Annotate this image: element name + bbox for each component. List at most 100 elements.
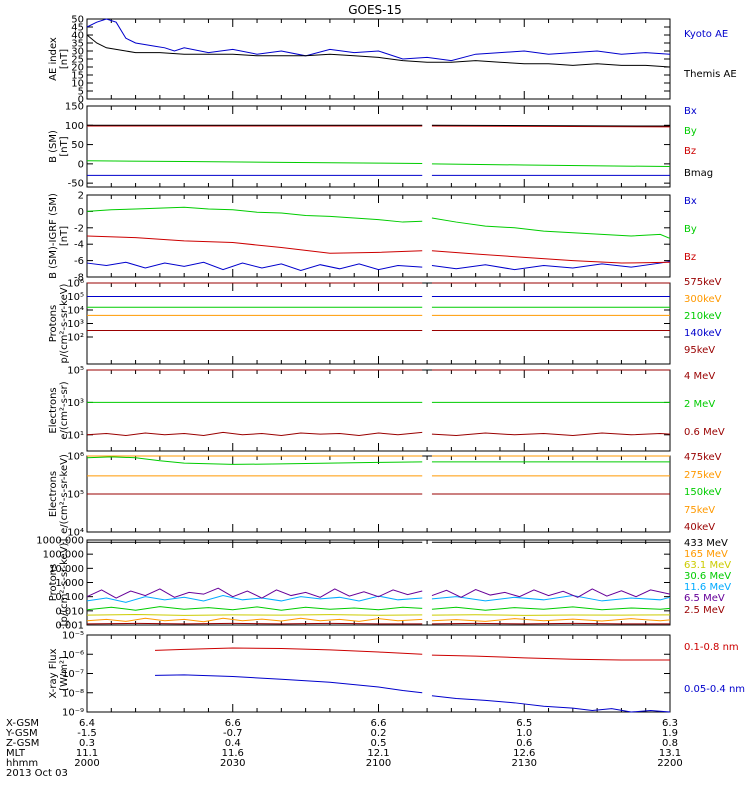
legend-30-6-mev: 30.6 MeV xyxy=(684,571,731,582)
footer-value: 11.1 xyxy=(76,748,98,759)
footer-value: 13.1 xyxy=(659,748,681,759)
legend-2-mev: 2 MeV xyxy=(684,399,715,410)
legend-0-6-mev: 0.6 MeV xyxy=(684,427,725,438)
footer-value: 0.4 xyxy=(225,738,241,749)
y-tick-label: 10² xyxy=(67,333,84,344)
legend-275kev: 275keV xyxy=(684,470,722,481)
panel-frame xyxy=(86,18,671,100)
legend-95kev: 95keV xyxy=(684,345,715,356)
legend-575kev: 575keV xyxy=(684,277,722,288)
legend-4-mev: 4 MeV xyxy=(684,371,715,382)
panel-frame xyxy=(86,634,671,713)
series-line-bz xyxy=(431,125,671,128)
legend-210kev: 210keV xyxy=(684,311,722,322)
footer-value: 6.3 xyxy=(662,718,678,729)
series-line-by xyxy=(431,217,671,239)
footer-row-label: hhmm xyxy=(6,758,38,769)
legend-75kev: 75keV xyxy=(684,505,715,516)
y-tick-label: 100 xyxy=(65,121,84,132)
panel-b_sm_igrf: -8 -6 -4 -2 0 2 B (SM)-IGRF (SM)[nT] Bx By Bz xyxy=(48,191,697,284)
y-tick-label: 45 xyxy=(71,23,84,34)
footer-value: 2000 xyxy=(74,758,99,769)
y-tick-label: 0 xyxy=(78,207,84,218)
series-line-bmag xyxy=(431,124,671,127)
panel-b_sm: -50 0 50 100 150 B (SM)[nT] Bx By Bz Bmag xyxy=(48,102,713,190)
footer-row-label: 2013 Oct 03 xyxy=(6,768,68,779)
y-tick-label: 10⁵ xyxy=(67,366,84,377)
series-line-0-6-mev xyxy=(431,432,671,437)
footer-value: -1.5 xyxy=(77,728,97,739)
y-tick-label: 10⁻⁹ xyxy=(62,708,84,719)
y-tick-label: 10⁶ xyxy=(67,452,84,463)
panel-electrons_high: 10¹ 10³ 10⁵ Electronse/(cm²-s-sr) 4 MeV 2 MeV… xyxy=(48,366,725,452)
y-tick-label: 1.000 xyxy=(55,578,84,589)
footer-value: 6.5 xyxy=(516,718,532,729)
series-line-63-1-mev xyxy=(86,614,423,616)
series-line-6-5-mev xyxy=(431,588,671,598)
footer-value: 12.6 xyxy=(513,748,535,759)
footer-value: 0.2 xyxy=(371,728,387,739)
y-tick-label: 10 xyxy=(71,79,84,90)
panel-xray: 10⁻⁹ 10⁻⁸ 10⁻⁷ 10⁻⁶ 10⁻⁵ X-ray Flux[W/m²] 0.1-… xyxy=(48,631,745,719)
y-axis-label: B (SM)[nT] xyxy=(48,130,70,163)
legend-bz: Bz xyxy=(684,146,696,157)
y-tick-label: 0.100 xyxy=(55,592,84,603)
series-line-by xyxy=(86,160,423,164)
series-line-0-05-0-4-nm xyxy=(155,674,423,694)
y-tick-label: 10⁴ xyxy=(67,528,84,539)
footer-value: 0.6 xyxy=(516,738,532,749)
legend-150kev: 150keV xyxy=(684,487,722,498)
y-tick-label: 5 xyxy=(78,87,84,98)
legend-0-1-0-8-nm: 0.1-0.8 nm xyxy=(684,642,739,653)
legend-bx: Bx xyxy=(684,196,697,207)
y-tick-label: 10⁻⁷ xyxy=(62,669,84,680)
y-axis-label: Protonsp/(cm²-s-sr-keV) xyxy=(48,283,70,363)
y-tick-label: 10.000 xyxy=(49,564,84,575)
series-line-bz xyxy=(431,250,671,264)
panel-frame xyxy=(86,369,671,452)
panel-frame xyxy=(86,105,671,188)
footer-row-label: Z-GSM xyxy=(6,738,39,749)
y-tick-label: 50 xyxy=(71,15,84,26)
series-line-63-1-mev xyxy=(431,614,671,616)
y-tick-label: 0 xyxy=(78,159,84,170)
footer-value: 2030 xyxy=(220,758,245,769)
series-line-0-6-mev xyxy=(86,431,423,437)
panel-frame xyxy=(86,539,671,626)
footer-value: -0.7 xyxy=(223,728,243,739)
series-line-150kev xyxy=(86,456,423,465)
series-line-30-6-mev xyxy=(431,606,671,611)
y-tick-label: 10⁻⁵ xyxy=(62,631,84,642)
footer-value: 1.0 xyxy=(516,728,532,739)
series-line-165-mev xyxy=(431,618,671,622)
y-tick-label: -4 xyxy=(74,240,84,251)
y-axis-label: Electronse/(cm²-s-sr-keV) xyxy=(48,454,70,534)
legend-475kev: 475keV xyxy=(684,452,722,463)
legend-themis-ae: Themis AE xyxy=(683,69,737,80)
chart-title: GOES-15 xyxy=(348,3,402,17)
y-tick-label: 10¹ xyxy=(67,430,84,441)
series-line-bx xyxy=(86,261,423,271)
footer-value: 2200 xyxy=(657,758,682,769)
y-axis-label: X-ray Flux[W/m²] xyxy=(48,648,70,698)
y-tick-label: -8 xyxy=(74,273,84,284)
footer-value: 2100 xyxy=(366,758,391,769)
y-tick-label: 0.010 xyxy=(55,606,84,617)
legend-0-05-0-4-nm: 0.05-0.4 nm xyxy=(684,684,745,695)
legend-bmag: Bmag xyxy=(684,168,713,179)
series-line-0-1-0-8-nm xyxy=(431,654,670,661)
y-tick-label: 10⁵ xyxy=(67,292,84,303)
legend-300kev: 300keV xyxy=(684,294,722,305)
series-line-0-1-0-8-nm xyxy=(154,647,423,655)
footer-value: 0.3 xyxy=(79,738,95,749)
y-tick-label: 25 xyxy=(71,55,84,66)
footer-row-label: Y-GSM xyxy=(5,728,38,739)
legend-40kev: 40keV xyxy=(684,522,715,533)
y-tick-label: 10⁻⁸ xyxy=(62,688,84,699)
legend-bz: Bz xyxy=(684,252,696,263)
y-tick-label: 150 xyxy=(65,102,84,113)
footer-value: 2130 xyxy=(512,758,537,769)
y-tick-label: 2 xyxy=(78,191,84,202)
series-line-0-05-0-4-nm xyxy=(431,695,671,713)
y-axis-label: AE index[nT] xyxy=(48,37,70,81)
